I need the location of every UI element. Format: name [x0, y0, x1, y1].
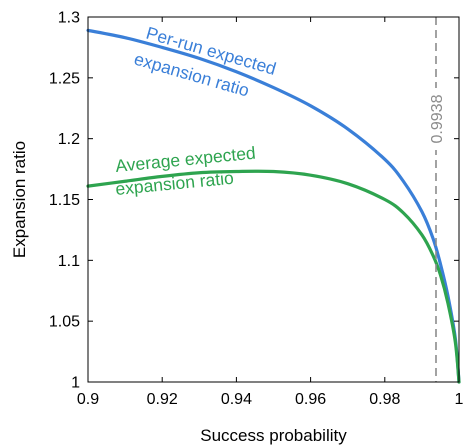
series-layer	[86, 28, 461, 384]
y-tick-label: 1.1	[58, 253, 80, 270]
y-tick-label: 1.3	[58, 10, 80, 27]
y-tick-label: 1	[71, 375, 80, 392]
x-axis-title: Success probability	[200, 426, 347, 445]
x-tick-label: 0.96	[295, 391, 326, 408]
axes: 0.9 0.92 0.94 0.96 0.98 1 1 1.05 1.1 1.15 1.2 1.25 1…	[10, 10, 464, 445]
x-tick-label: 0.94	[221, 391, 252, 408]
y-axis-title: Expansion ratio	[10, 141, 29, 258]
y-tick-label: 1.2	[58, 131, 80, 148]
reference-line-label-bg	[424, 88, 447, 150]
x-tick-label: 1	[455, 391, 464, 408]
x-tick-label: 0.92	[147, 391, 178, 408]
y-tick-label: 1.25	[49, 70, 80, 87]
x-tick-label: 0.9	[77, 391, 99, 408]
reference-line-label: 0.9938	[429, 94, 446, 143]
x-tick-label: 0.98	[369, 391, 400, 408]
per-run-expected-series-line	[86, 28, 461, 384]
average-expected-series-line	[86, 169, 461, 384]
reference-line-layer: 0.9938	[424, 17, 447, 382]
y-tick-label: 1.05	[49, 314, 80, 331]
y-tick-label: 1.15	[49, 192, 80, 209]
